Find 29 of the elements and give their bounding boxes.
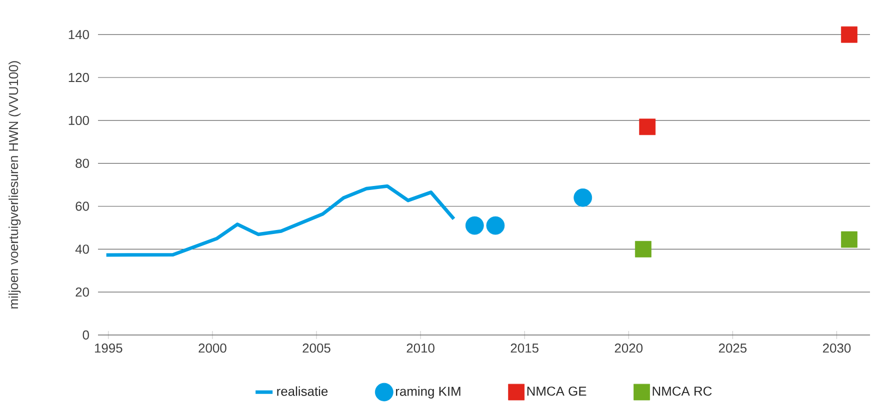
x-tick-label: 2020 xyxy=(614,343,643,353)
x-tick-label: 1995 xyxy=(94,343,122,353)
legend-label: realisatie xyxy=(277,386,328,396)
y-axis-title: miljoen voertuigverliesuren HWN (VVU100) xyxy=(8,61,21,308)
point xyxy=(841,26,858,43)
y-tick-label: 100 xyxy=(68,116,89,125)
point xyxy=(639,118,656,136)
y-tick-label: 40 xyxy=(75,244,89,254)
x-tick-label: 2025 xyxy=(718,343,747,353)
y-tick-label: 120 xyxy=(68,72,89,82)
legend-label: raming KIM xyxy=(396,386,460,398)
x-tick-label: 2030 xyxy=(822,343,851,353)
point xyxy=(841,231,858,248)
point xyxy=(486,216,505,235)
line-series xyxy=(104,184,456,257)
y-tick-label: 0 xyxy=(82,330,89,340)
x-tick-label: 2010 xyxy=(406,343,434,353)
y-tick-label: 140 xyxy=(68,30,89,40)
x-tick-label: 2015 xyxy=(510,343,538,353)
point xyxy=(574,188,592,207)
legend-label: NMCA GE xyxy=(527,386,586,396)
legend-label: NMCA RC xyxy=(652,386,712,396)
point xyxy=(465,216,484,235)
x-tick-label: 2000 xyxy=(198,343,226,353)
y-tick-label: 80 xyxy=(76,158,89,168)
y-tick-label: 20 xyxy=(76,287,89,297)
y-tick-label: 60 xyxy=(76,202,89,211)
x-tick-label: 2005 xyxy=(302,343,330,353)
point xyxy=(635,240,652,258)
